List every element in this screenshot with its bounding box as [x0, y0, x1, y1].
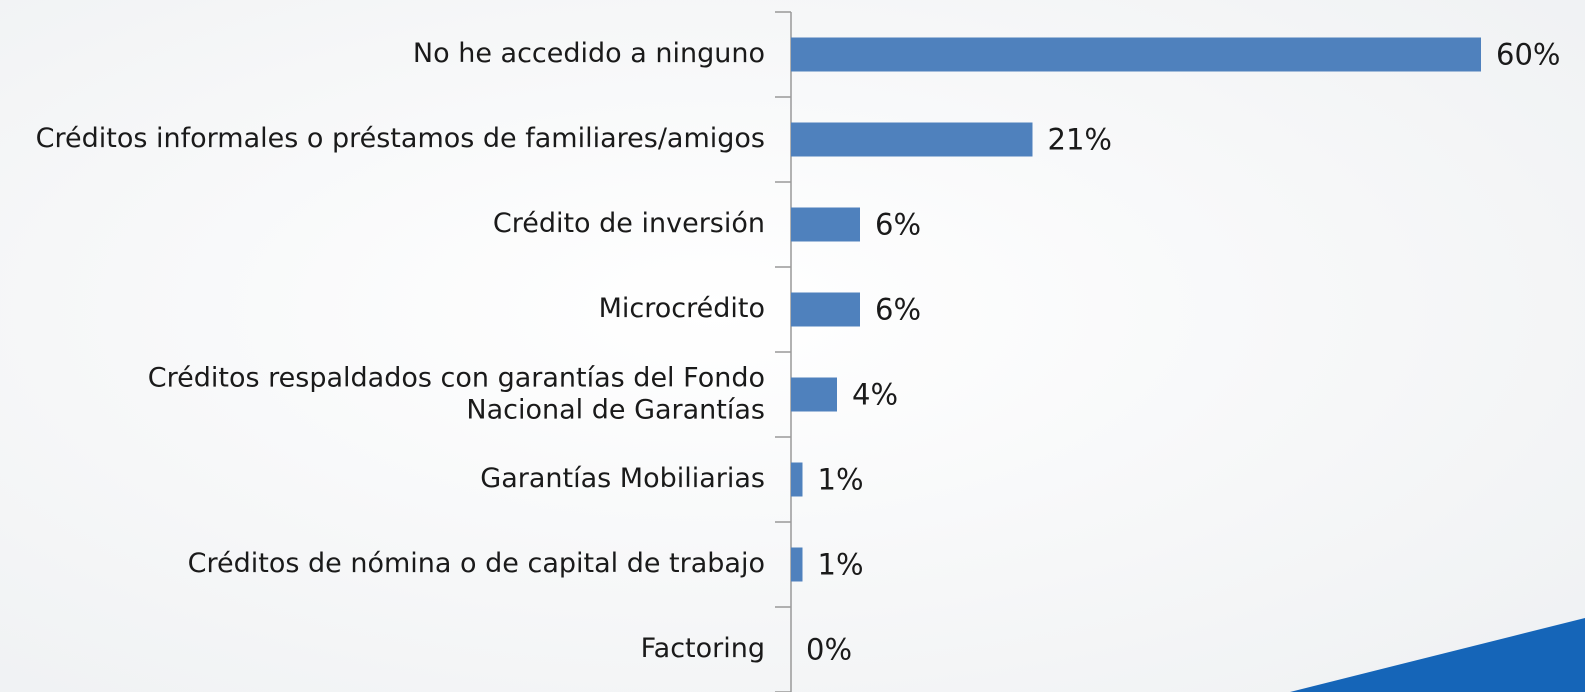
bar	[791, 547, 803, 582]
value-label: 21%	[1048, 123, 1112, 157]
category-label: Microcrédito	[599, 293, 765, 324]
value-label: 1%	[818, 548, 864, 582]
bar	[791, 292, 860, 327]
value-label: 4%	[852, 378, 898, 412]
category-label: Créditos informales o préstamos de famil…	[36, 123, 765, 154]
value-label: 6%	[875, 208, 921, 242]
bar	[791, 462, 803, 497]
category-label: Garantías Mobiliarias	[480, 463, 765, 494]
value-label: 0%	[806, 633, 852, 667]
decor-wedge	[1290, 618, 1585, 692]
category-label: Factoring	[641, 633, 765, 664]
category-label: Créditos respaldados con garantías del F…	[148, 362, 765, 425]
bar	[791, 377, 837, 412]
category-label: No he accedido a ninguno	[413, 38, 765, 69]
bar	[791, 37, 1481, 72]
category-label: Crédito de inversión	[493, 208, 765, 239]
value-label: 1%	[818, 463, 864, 497]
bar	[791, 207, 860, 242]
category-label: Créditos de nómina o de capital de traba…	[188, 548, 765, 579]
value-label: 60%	[1496, 38, 1560, 72]
value-label: 6%	[875, 293, 921, 327]
bar	[791, 122, 1033, 157]
